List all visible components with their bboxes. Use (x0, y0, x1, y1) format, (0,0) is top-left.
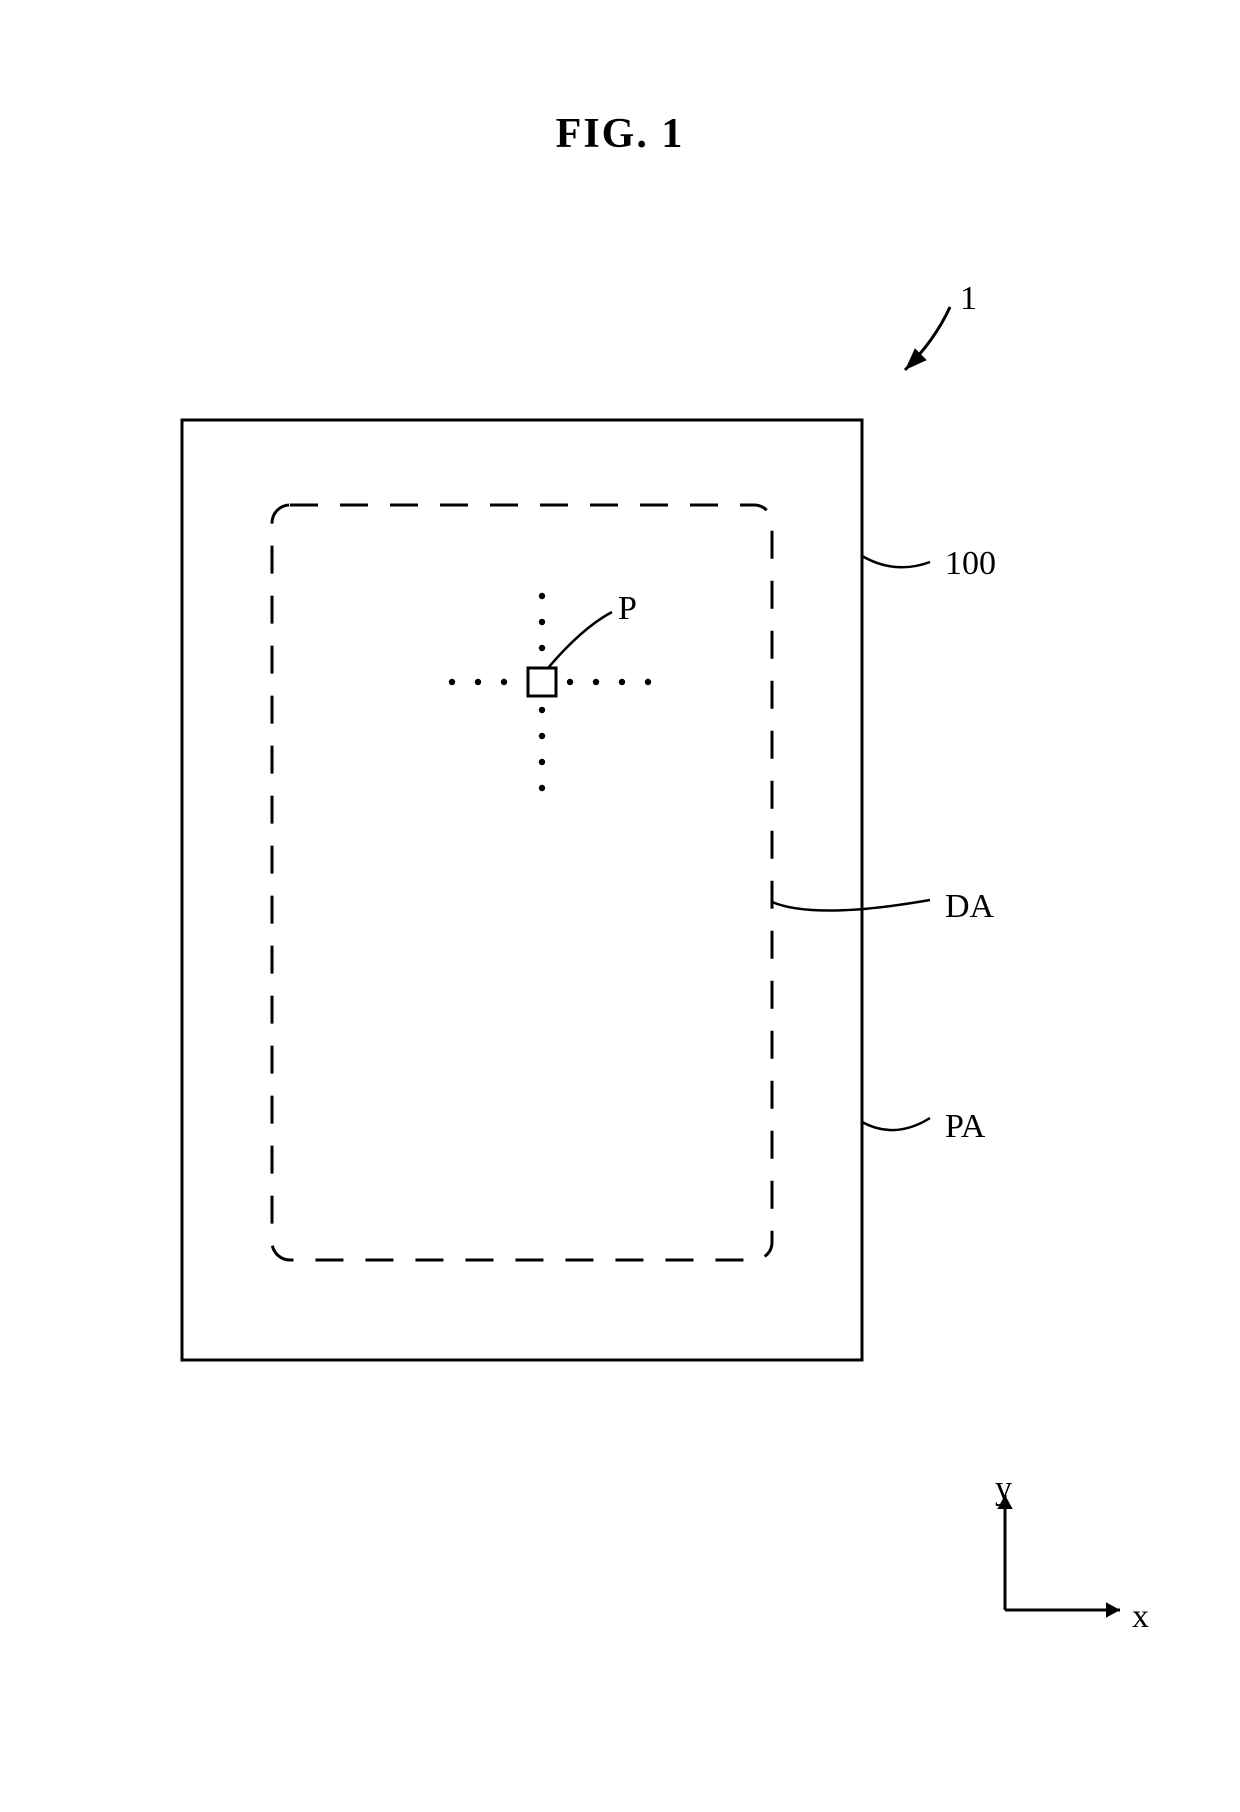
figure-canvas: FIG. 1 1 100 DA PA P x y (0, 0, 1240, 1812)
figure-svg (0, 0, 1240, 1812)
